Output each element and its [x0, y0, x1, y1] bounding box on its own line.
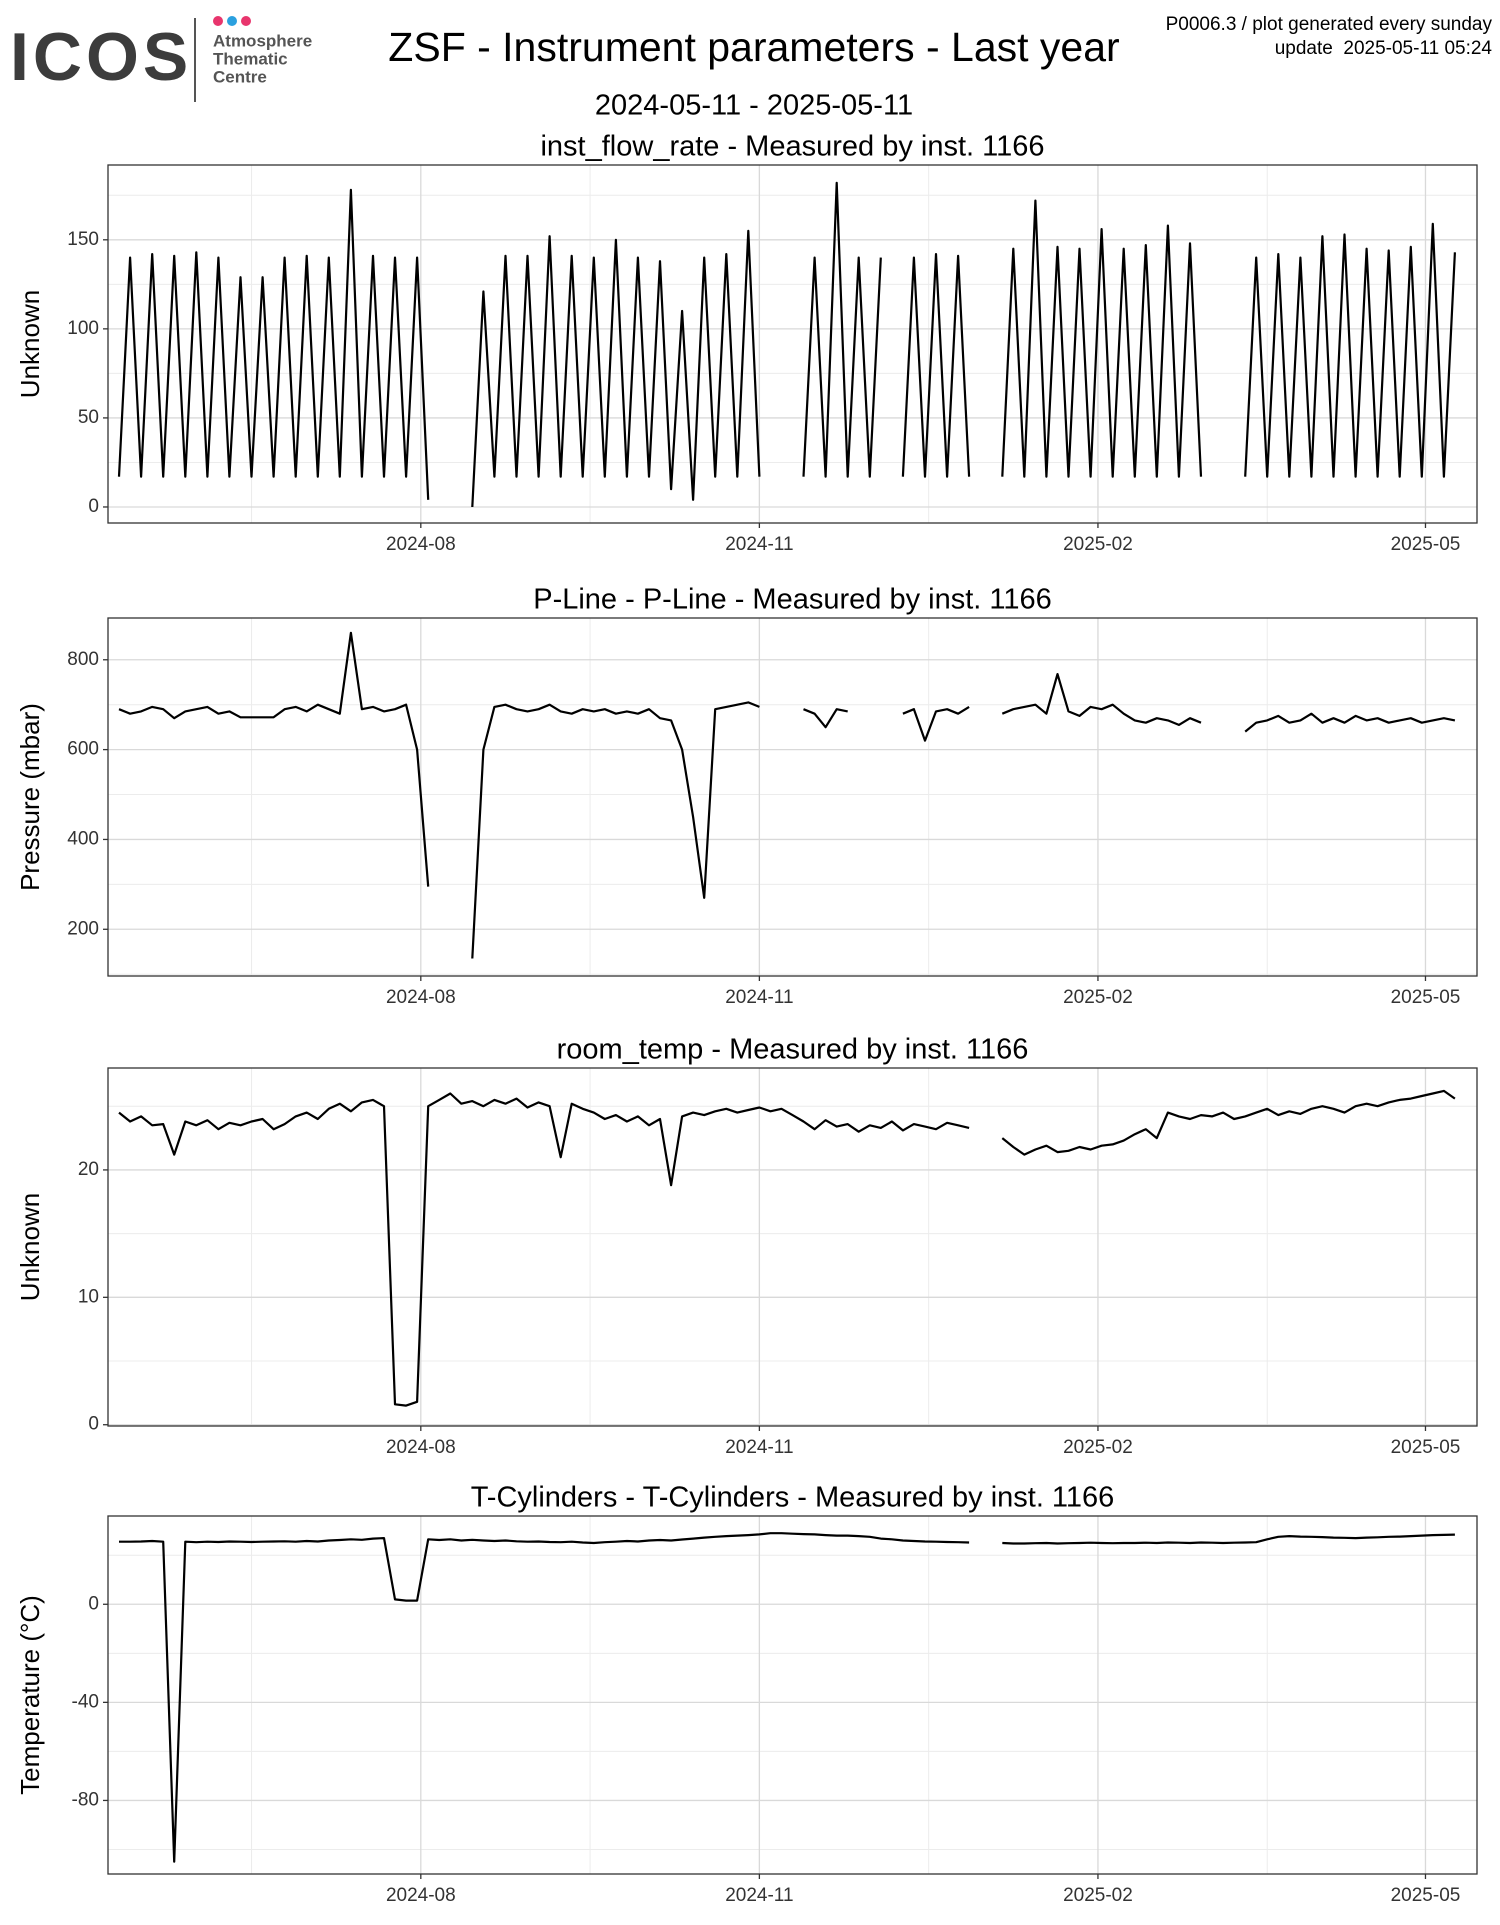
y-tick-label: 10: [78, 1286, 99, 1307]
x-tick-label: 2024-11: [725, 1437, 793, 1458]
plot-frame: [107, 164, 1478, 524]
panel-title: T-Cylinders - T-Cylinders - Measured by …: [471, 1482, 1115, 1514]
x-tick-label: 2024-11: [725, 1885, 793, 1906]
x-tick-label: 2025-02: [1063, 1885, 1133, 1906]
y-axis-label: Temperature (°C): [15, 1595, 45, 1795]
plot-frame: [107, 1515, 1478, 1875]
y-tick-label: 0: [88, 1593, 99, 1614]
update-time: update 2025-05-11 05:24: [1275, 38, 1493, 59]
x-tick-label: 2024-08: [386, 534, 456, 555]
logo-dot: [213, 16, 223, 26]
y-tick-label: 200: [67, 918, 99, 939]
data-line: [119, 1532, 1455, 1863]
x-tick-label: 2024-08: [386, 1885, 456, 1906]
y-tick-label: 600: [67, 739, 99, 760]
data-line: [118, 631, 1456, 959]
logo-dot: [227, 16, 237, 26]
data-line: [118, 1089, 1456, 1407]
panel-title: room_temp - Measured by inst. 1166: [557, 1034, 1029, 1066]
x-tick-label: 2025-05: [1391, 1437, 1461, 1458]
x-tick-label: 2024-08: [386, 1437, 456, 1458]
page-title: ZSF - Instrument parameters - Last year: [388, 24, 1119, 70]
x-tick-label: 2025-02: [1063, 1437, 1133, 1458]
y-tick-label: 150: [67, 229, 99, 250]
y-tick-label: 100: [67, 318, 99, 339]
x-tick-label: 2025-02: [1063, 987, 1133, 1008]
x-tick-label: 2024-11: [725, 987, 793, 1008]
y-tick-label: 400: [67, 828, 99, 849]
x-tick-label: 2025-05: [1391, 987, 1461, 1008]
y-tick-label: -80: [72, 1789, 99, 1810]
y-tick-label: -40: [72, 1691, 99, 1712]
y-tick-label: 800: [67, 649, 99, 670]
y-tick-label: 0: [88, 496, 99, 517]
y-axis-label: Unknown: [15, 1193, 45, 1301]
y-tick-label: 0: [88, 1414, 99, 1435]
x-tick-label: 2025-05: [1391, 534, 1461, 555]
plot-frame: [107, 617, 1478, 977]
x-tick-label: 2024-11: [725, 534, 793, 555]
plot-frame: [107, 1067, 1478, 1427]
y-tick-label: 50: [78, 407, 99, 428]
data-line: [117, 181, 1456, 508]
x-tick-label: 2024-08: [386, 987, 456, 1008]
logo: ICOS: [10, 19, 192, 95]
date-range: 2024-05-11 - 2025-05-11: [595, 90, 913, 122]
y-tick-label: 20: [78, 1159, 99, 1180]
x-tick-label: 2025-02: [1063, 534, 1133, 555]
logo-text: Centre: [213, 67, 267, 86]
panel-title: inst_flow_rate - Measured by inst. 1166: [540, 131, 1044, 163]
logo-text: Thematic: [213, 49, 288, 68]
panel-title: P-Line - P-Line - Measured by inst. 1166: [533, 584, 1052, 616]
plot-info: P0006.3 / plot generated every sunday: [1166, 14, 1493, 35]
x-tick-label: 2025-05: [1391, 1885, 1461, 1906]
y-axis-label: Unknown: [15, 290, 45, 398]
y-axis-label: Pressure (mbar): [15, 703, 45, 891]
logo-text: Atmosphere: [213, 31, 312, 50]
logo-dot: [241, 16, 251, 26]
